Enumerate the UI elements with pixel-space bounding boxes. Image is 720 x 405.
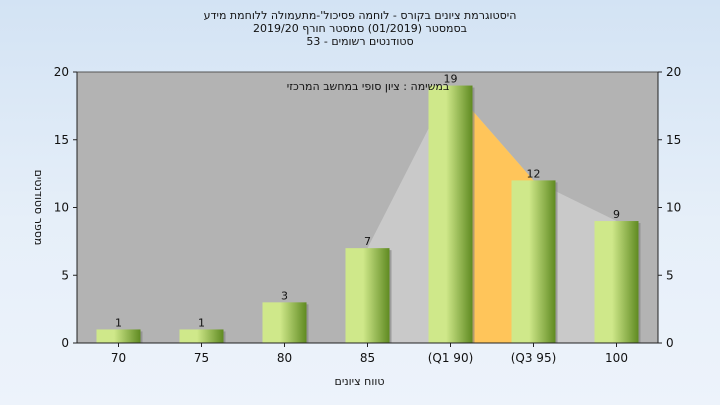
x-tick-label: (Q3 95)	[511, 351, 557, 365]
y-tick-label: 15	[54, 133, 69, 147]
data-label: 12	[527, 167, 541, 180]
title-line-1: היסטוגרמת ציונים בקורס - לוחמה פסיכול'-מ…	[203, 9, 517, 22]
bar	[179, 329, 224, 343]
data-label: 1	[115, 316, 122, 329]
y-tick-label-secondary: 20	[666, 65, 681, 79]
y-tick-label-secondary: 0	[666, 336, 674, 350]
data-label: 7	[364, 235, 371, 248]
y-axis-label: מספר סטודנטים	[32, 170, 45, 246]
bar	[428, 85, 473, 344]
x-tick-label: 100	[605, 351, 628, 365]
title-line-3: סטודנטים רשומים - 53	[306, 35, 414, 48]
x-tick-label: (Q1 90)	[428, 351, 474, 365]
data-label: 3	[281, 289, 288, 302]
y-tick-label-secondary: 5	[666, 268, 674, 282]
bar	[511, 180, 556, 343]
x-tick-label: 70	[111, 351, 126, 365]
y-tick-label: 5	[61, 268, 69, 282]
bar	[96, 329, 141, 343]
data-label: 19	[444, 73, 458, 86]
x-tick-label: 80	[277, 351, 292, 365]
x-axis-label: טווח ציונים	[335, 375, 385, 388]
chart-annotation: במשימה : ציון סופי במחשב המרכזי	[287, 80, 450, 93]
x-tick-label: 85	[360, 351, 375, 365]
y-tick-label-secondary: 15	[666, 133, 681, 147]
chart-title: היסטוגרמת ציונים בקורס - לוחמה פסיכול'-מ…	[0, 9, 720, 48]
data-label: 9	[613, 208, 620, 221]
bar	[594, 221, 639, 343]
y-tick-label: 10	[54, 201, 69, 215]
x-tick-label: 75	[194, 351, 209, 365]
bar	[262, 302, 307, 343]
title-line-2: בסמסטר (01/2019) סמסטר חורף 2019/20	[253, 22, 467, 35]
y-tick-label: 0	[61, 336, 69, 350]
y-tick-label: 20	[54, 65, 69, 79]
data-label: 1	[198, 316, 205, 329]
y-tick-label-secondary: 10	[666, 201, 681, 215]
bar	[345, 248, 390, 343]
